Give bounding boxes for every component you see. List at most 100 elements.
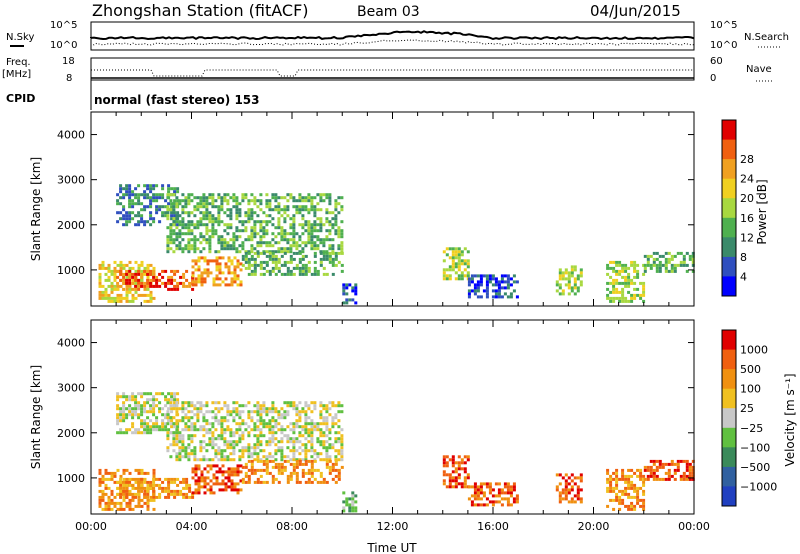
heatmap-cell	[122, 205, 125, 208]
heatmap-cell	[232, 440, 235, 443]
heatmap-cell	[149, 202, 152, 205]
heatmap-cell	[211, 425, 214, 428]
heatmap-cell	[182, 496, 185, 499]
heatmap-cell	[199, 250, 202, 253]
heatmap-cell	[125, 493, 128, 496]
heatmap-cell	[176, 270, 179, 273]
heatmap-cell	[571, 488, 574, 491]
heatmap-cell	[199, 241, 202, 244]
heatmap-cell	[245, 267, 248, 270]
heatmap-cell	[122, 392, 125, 395]
heatmap-cell	[235, 211, 238, 214]
heatmap-cell	[513, 485, 516, 488]
heatmap-cell	[618, 270, 621, 273]
heatmap-cell	[283, 205, 286, 208]
heatmap-cell	[210, 259, 213, 262]
heatmap-cell	[278, 261, 281, 264]
heatmap-cell	[504, 482, 507, 485]
heatmap-cell	[580, 473, 583, 476]
heatmap-cell	[247, 211, 250, 214]
heatmap-cell	[254, 472, 257, 475]
heatmap-cell	[320, 264, 323, 267]
heatmap-cell	[298, 223, 301, 226]
heatmap-cell	[137, 484, 140, 487]
heatmap-cell	[571, 473, 574, 476]
heatmap-cell	[140, 407, 143, 410]
heatmap-cell	[102, 475, 105, 478]
heatmap-cell	[219, 277, 222, 280]
heatmap-cell	[639, 472, 642, 475]
heatmap-cell	[443, 461, 446, 464]
heatmap-cell	[280, 428, 283, 431]
heatmap-cell	[187, 416, 190, 419]
heatmap-cell	[223, 244, 226, 247]
heatmap-cell	[229, 458, 232, 461]
heatmap-cell	[161, 193, 164, 196]
heatmap-cell	[232, 446, 235, 449]
heatmap-cell	[455, 256, 458, 259]
heatmap-cell	[199, 458, 202, 461]
heatmap-cell	[213, 259, 216, 262]
heatmap-cell	[244, 193, 247, 196]
heatmap-cell	[328, 413, 331, 416]
heatmap-cell	[129, 508, 132, 511]
heatmap-cell	[665, 264, 668, 267]
heatmap-cell	[172, 440, 175, 443]
power-ylabel: Slant Range [km]	[29, 157, 43, 261]
time-xlabel: Time UT	[366, 541, 417, 554]
heatmap-cell	[240, 470, 243, 473]
heatmap-cell	[220, 208, 223, 211]
heatmap-cell	[259, 410, 262, 413]
heatmap-cell	[114, 267, 117, 270]
heatmap-cell	[259, 193, 262, 196]
heatmap-cell	[158, 496, 161, 499]
heatmap-cell	[471, 500, 474, 503]
heatmap-cell	[120, 267, 123, 270]
heatmap-cell	[205, 428, 208, 431]
heatmap-cell	[559, 286, 562, 289]
heatmap-cell	[464, 247, 467, 250]
heatmap-cell	[458, 259, 461, 262]
heatmap-cell	[217, 235, 220, 238]
heatmap-cell	[624, 493, 627, 496]
heatmap-cell	[562, 271, 565, 274]
heatmap-cell	[292, 214, 295, 217]
heatmap-cell	[140, 193, 143, 196]
heatmap-cell	[116, 193, 119, 196]
heatmap-cell	[278, 472, 281, 475]
heatmap-cell	[271, 232, 274, 235]
heatmap-cell	[199, 443, 202, 446]
heatmap-cell	[633, 484, 636, 487]
heatmap-cell	[116, 398, 119, 401]
heatmap-cell	[271, 440, 274, 443]
heatmap-cell	[348, 298, 351, 301]
heatmap-cell	[192, 476, 195, 479]
heatmap-cell	[562, 292, 565, 295]
heatmap-cell	[188, 285, 191, 288]
heatmap-cell	[234, 482, 237, 485]
heatmap-cell	[275, 258, 278, 261]
heatmap-cell	[627, 493, 630, 496]
heatmap-cell	[492, 295, 495, 298]
heatmap-cell	[642, 294, 645, 297]
heatmap-cell	[325, 416, 328, 419]
heatmap-cell	[513, 482, 516, 485]
heatmap-cell	[464, 274, 467, 277]
heatmap-cell	[220, 434, 223, 437]
heatmap-cell	[190, 232, 193, 235]
heatmap-cell	[235, 226, 238, 229]
heatmap-cell	[274, 205, 277, 208]
heatmap-cell	[232, 244, 235, 247]
heatmap-cell	[259, 199, 262, 202]
heatmap-cell	[217, 410, 220, 413]
heatmap-cell	[286, 404, 289, 407]
heatmap-cell	[677, 466, 680, 469]
heatmap-cell	[251, 273, 254, 276]
heatmap-cell	[265, 223, 268, 226]
heatmap-cell	[155, 199, 158, 202]
heatmap-cell	[199, 211, 202, 214]
heatmap-cell	[152, 220, 155, 223]
heatmap-cell	[257, 264, 260, 267]
heatmap-cell	[131, 398, 134, 401]
heatmap-cell	[501, 503, 504, 506]
